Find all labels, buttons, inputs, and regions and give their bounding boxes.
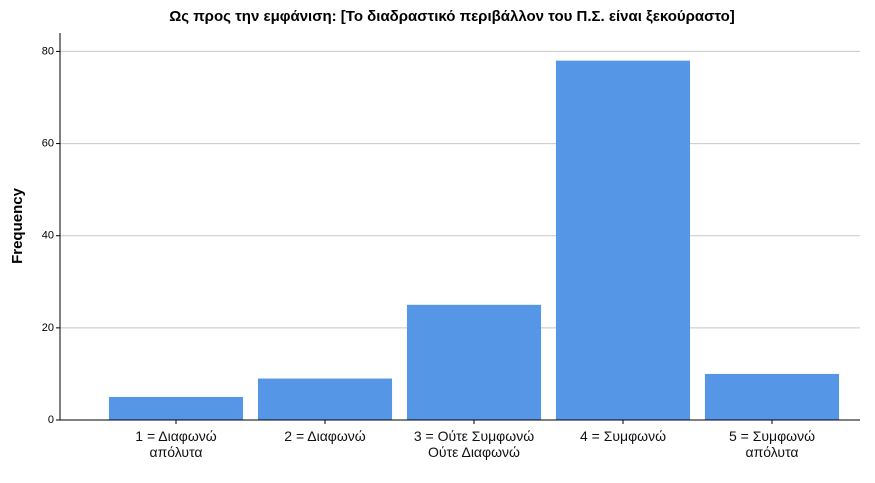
y-tick-label: 40 [42, 230, 54, 242]
bar [108, 396, 244, 420]
y-tick-label: 60 [42, 137, 54, 149]
bar [555, 60, 691, 421]
bar [704, 373, 840, 420]
x-tick-label: 3 = Ούτε Συμφωνώ Ούτε Διαφωνώ [413, 428, 535, 460]
x-tick-label: 1 = Διαφωνώ απόλυτα [135, 428, 217, 460]
y-axis-label: Frequency [9, 187, 26, 264]
x-tick-label: 4 = Συμφωνώ [579, 428, 667, 444]
y-tick-label: 80 [42, 45, 54, 57]
bar [406, 304, 542, 420]
bar [257, 378, 393, 420]
x-tick-label: 5 = Συμφωνώ απόλυτα [728, 428, 816, 460]
y-tick-label: 20 [42, 322, 54, 334]
y-tick-label: 0 [48, 414, 54, 426]
chart-title: Ως προς την εμφάνιση: [Το διαδραστικό πε… [169, 8, 735, 25]
x-tick-label: 2 = Διαφωνώ [284, 428, 366, 444]
